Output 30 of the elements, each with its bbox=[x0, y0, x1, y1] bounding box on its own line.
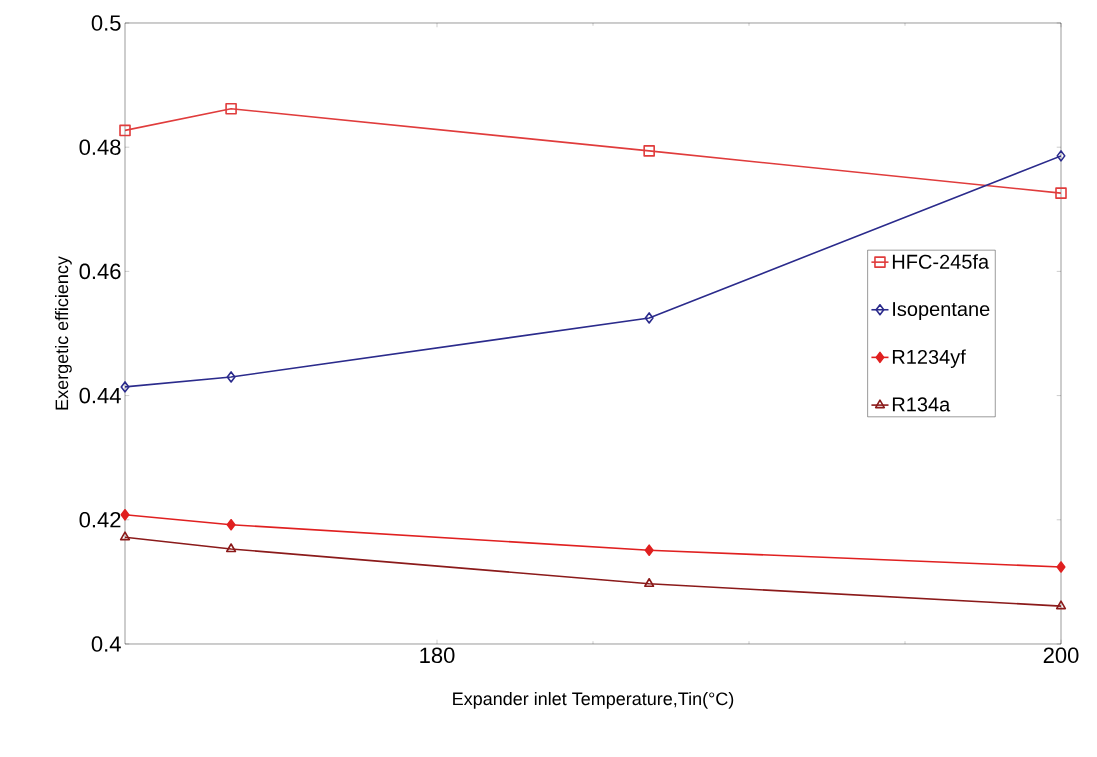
x-axis-title: Expander inlet Temperature,Tin(°C) bbox=[453, 691, 734, 709]
point bbox=[1055, 600, 1067, 610]
x-tick-label: 180 bbox=[420, 647, 455, 664]
y-tick-label: 0.42 bbox=[79, 511, 121, 528]
legend-label: R134a bbox=[892, 397, 951, 412]
point bbox=[226, 518, 236, 531]
point bbox=[1056, 561, 1066, 573]
point bbox=[644, 544, 654, 557]
point bbox=[119, 531, 131, 541]
y-tick-label: 0.48 bbox=[79, 139, 121, 155]
point bbox=[226, 371, 236, 383]
point bbox=[644, 312, 654, 324]
point bbox=[225, 102, 237, 115]
legend-label: R1234yf bbox=[892, 349, 966, 369]
x-tick-label: 200 bbox=[1043, 647, 1079, 664]
legend-label: HFC-245fa bbox=[892, 254, 990, 269]
point bbox=[120, 509, 130, 521]
point bbox=[1055, 187, 1067, 199]
point bbox=[225, 543, 237, 553]
point bbox=[119, 124, 131, 137]
y-tick-label: 0.46 bbox=[79, 263, 121, 280]
y-tick-label: 0.4 bbox=[91, 636, 121, 652]
y-tick-label: 0.44 bbox=[79, 387, 121, 404]
y-axis-title: Exergetic efficiency bbox=[55, 256, 72, 410]
y-tick-label: 0.5 bbox=[91, 15, 121, 31]
point bbox=[644, 577, 655, 588]
point bbox=[643, 145, 655, 157]
legend-label: Isopentane bbox=[893, 302, 990, 321]
point bbox=[1056, 150, 1066, 162]
point bbox=[120, 381, 130, 393]
